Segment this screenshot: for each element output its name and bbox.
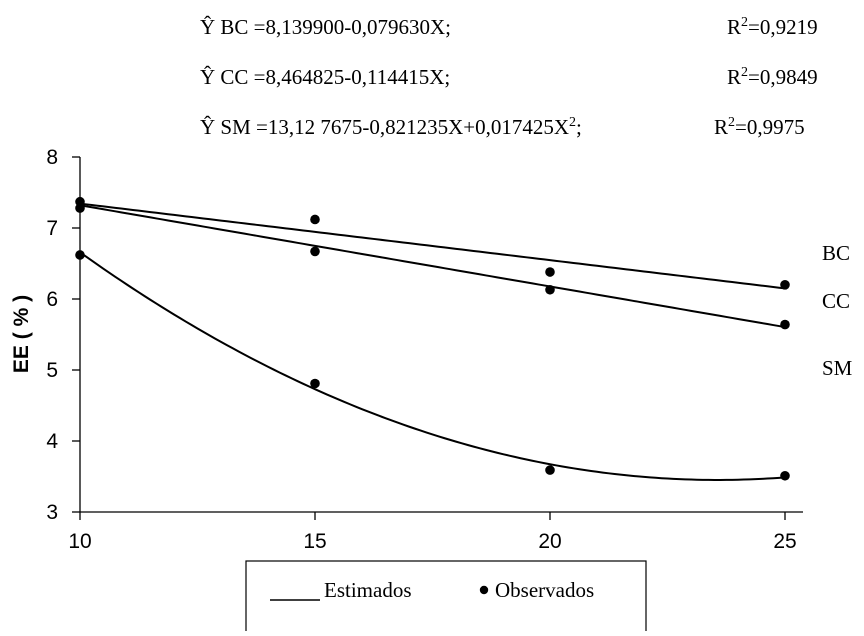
r2-bc: R2=0,9219	[727, 15, 818, 39]
equations: Ŷ BC =8,139900-0,079630X; R2=0,9219 Ŷ CC…	[200, 15, 818, 139]
x-ticks: 10 15 20 25	[68, 512, 797, 553]
legend-box	[245, 560, 647, 636]
x-tick-label: 20	[538, 530, 561, 553]
observed-point-cc	[75, 203, 85, 213]
observed-point-bc	[780, 280, 790, 290]
y-tick-label: 5	[46, 359, 58, 382]
observed-point-sm	[545, 465, 555, 475]
observed-point-bc	[545, 267, 555, 277]
axes	[79, 157, 803, 513]
r2-cc: R2=0,9849	[727, 65, 818, 89]
fit-lines	[79, 202, 786, 481]
observed-point-sm	[75, 250, 85, 260]
legend-estimados: Estimados	[324, 578, 412, 602]
legend-dot-swatch	[479, 585, 489, 595]
y-ticks: 3 4 5 6 7 8	[46, 146, 80, 524]
r2-sm: R2=0,9975	[714, 115, 805, 139]
equation-cc: Ŷ CC =8,464825-0,114415X;	[200, 65, 450, 89]
equation-bc: Ŷ BC =8,139900-0,079630X;	[200, 15, 451, 39]
observed-point-sm	[780, 470, 790, 481]
fit-line-cc	[79, 204, 786, 329]
fit-line-sm	[79, 251, 786, 481]
observed-point-cc	[310, 246, 320, 257]
legend: Estimados Observados	[245, 560, 647, 636]
equation-sm: Ŷ SM =13,12 7675-0,821235X+0,017425X2;	[200, 115, 582, 139]
observed-points	[75, 196, 790, 481]
series-label-sm: SM	[822, 356, 853, 380]
y-tick-label: 7	[46, 217, 58, 240]
x-tick-label: 25	[773, 530, 796, 553]
series-label-bc: BC	[822, 241, 850, 265]
observed-point-sm	[310, 378, 320, 389]
observed-point-bc	[310, 214, 320, 225]
y-tick-label: 4	[46, 430, 58, 453]
observed-point-cc	[545, 284, 555, 295]
x-tick-label: 10	[68, 530, 91, 553]
y-axis-label: EE ( % )	[10, 295, 33, 373]
y-tick-label: 3	[46, 501, 58, 524]
fit-line-bc	[79, 202, 786, 290]
legend-observados: Observados	[495, 578, 594, 602]
observed-point-cc	[780, 319, 790, 330]
series-label-cc: CC	[822, 289, 850, 313]
y-tick-label: 6	[46, 288, 58, 311]
x-tick-label: 15	[303, 530, 326, 553]
y-tick-label: 8	[46, 146, 58, 169]
